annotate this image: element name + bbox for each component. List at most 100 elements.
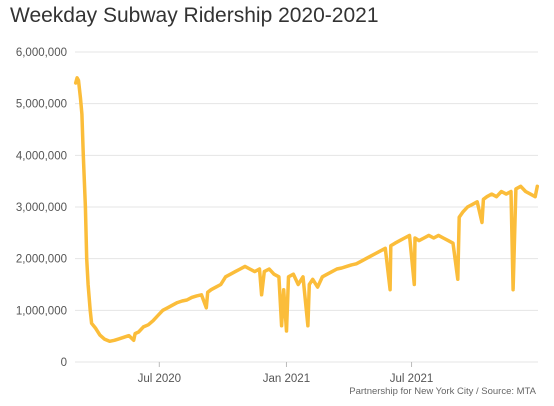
data-point <box>99 334 101 336</box>
data-point <box>336 268 338 270</box>
data-point <box>389 289 391 291</box>
data-point <box>86 258 88 260</box>
data-point <box>162 309 164 311</box>
data-point <box>134 333 136 335</box>
data-point <box>176 302 178 304</box>
data-point <box>515 188 517 190</box>
data-point <box>355 263 357 265</box>
data-point <box>118 338 120 340</box>
data-point <box>244 265 246 267</box>
data-point <box>81 113 83 115</box>
data-point <box>87 283 89 286</box>
ridership-series-line <box>73 76 540 344</box>
data-point <box>287 276 290 278</box>
data-point <box>457 278 459 280</box>
data-point <box>414 237 416 239</box>
data-point <box>109 340 111 342</box>
data-point <box>317 286 319 288</box>
chart-title: Weekday Subway Ridership 2020-2021 <box>10 4 379 27</box>
data-point <box>273 273 275 275</box>
data-point <box>308 283 310 286</box>
data-point <box>384 247 386 249</box>
data-point <box>258 268 261 270</box>
data-point <box>341 267 343 269</box>
data-point <box>225 276 227 278</box>
data-point <box>285 330 288 332</box>
data-point <box>205 307 207 309</box>
data-point <box>458 216 460 218</box>
data-point <box>234 271 236 273</box>
y-tick-label: 2,000,000 <box>16 254 67 266</box>
data-point <box>350 264 352 266</box>
data-point <box>254 271 256 273</box>
data-point <box>76 77 78 79</box>
data-point <box>471 203 473 205</box>
data-point <box>500 190 502 193</box>
x-tick-label: Jan 2021 <box>263 373 310 385</box>
data-point <box>196 295 198 297</box>
data-point <box>138 331 140 333</box>
y-tick-label: 3,000,000 <box>16 202 67 214</box>
data-point <box>346 265 348 267</box>
y-tick-label: 1,000,000 <box>16 305 67 317</box>
data-point <box>360 260 362 262</box>
data-point <box>491 193 493 195</box>
data-point <box>520 185 522 187</box>
data-point <box>142 326 144 328</box>
data-point <box>261 294 263 296</box>
data-point <box>292 273 294 275</box>
y-tick-label: 5,000,000 <box>16 99 67 111</box>
data-point <box>529 193 532 195</box>
data-point <box>418 240 420 242</box>
data-point <box>404 237 406 239</box>
data-point <box>82 154 84 156</box>
data-point <box>95 327 97 329</box>
data-point <box>466 206 469 208</box>
data-point <box>495 196 498 198</box>
data-point <box>505 193 507 195</box>
data-point <box>536 185 538 187</box>
data-point <box>79 97 82 100</box>
data-point <box>394 242 396 244</box>
data-point <box>437 234 440 236</box>
data-point <box>152 320 154 322</box>
x-tick-label: Jul 2021 <box>390 373 433 385</box>
data-point <box>157 314 159 317</box>
data-point <box>408 234 411 236</box>
data-point <box>207 291 209 293</box>
data-point <box>220 283 222 286</box>
data-point <box>147 324 149 326</box>
data-point <box>442 237 444 239</box>
data-point <box>113 339 115 341</box>
data-point <box>104 338 106 340</box>
data-point <box>428 234 430 236</box>
data-point <box>510 190 512 193</box>
chart-source-note: Partnership for New York City / Source: … <box>349 386 536 397</box>
data-point <box>486 196 488 198</box>
data-point <box>399 240 401 242</box>
data-point <box>302 276 304 278</box>
data-point <box>171 304 173 306</box>
data-point <box>263 271 265 273</box>
data-point <box>512 289 514 291</box>
data-point <box>452 242 454 244</box>
data-point <box>249 268 251 270</box>
data-point <box>462 211 464 213</box>
data-point <box>89 309 91 311</box>
y-tick-label: 6,000,000 <box>16 47 67 59</box>
data-point <box>390 245 392 247</box>
x-tick-label: Jul 2020 <box>138 373 181 385</box>
data-point <box>307 325 309 327</box>
data-point <box>423 237 425 239</box>
data-point <box>433 237 435 239</box>
data-point <box>186 299 188 301</box>
data-point <box>167 307 169 309</box>
data-point <box>481 221 483 224</box>
data-point <box>200 294 203 296</box>
data-point <box>375 252 377 255</box>
data-point <box>191 296 193 298</box>
data-point <box>75 82 77 84</box>
data-point <box>91 322 93 324</box>
data-point <box>331 271 333 273</box>
